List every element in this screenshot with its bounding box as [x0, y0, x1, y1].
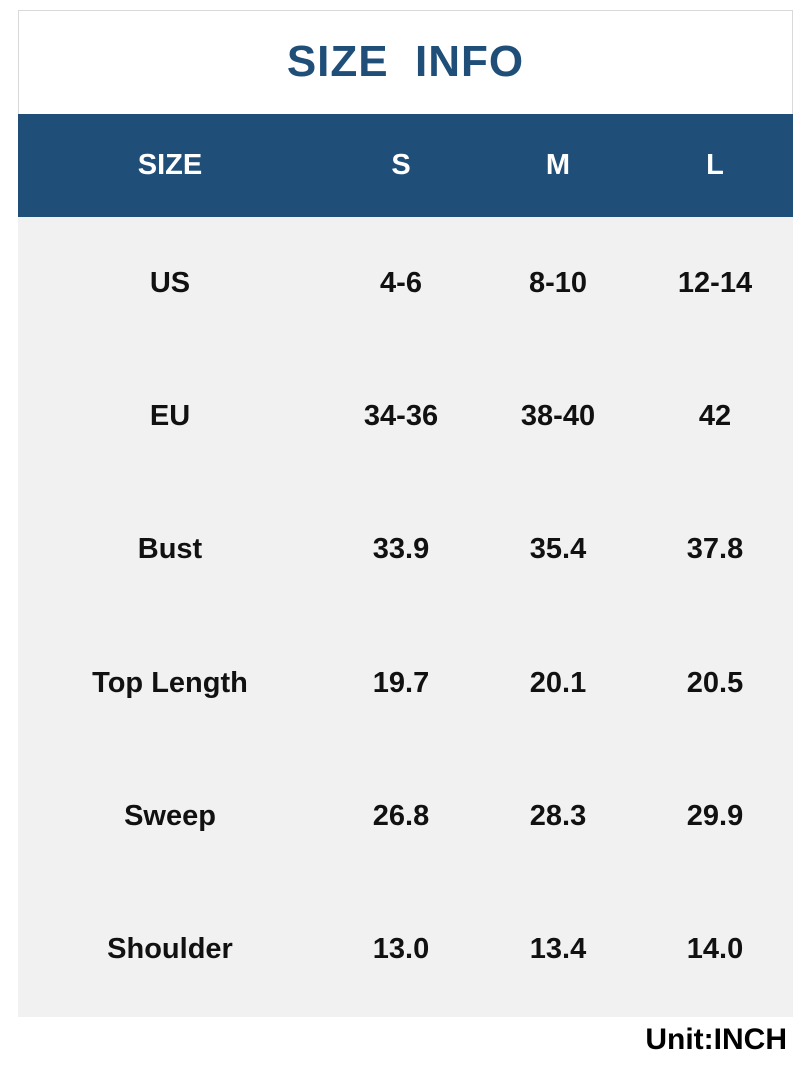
unit-label: Unit:INCH — [645, 1023, 787, 1056]
row-label: US — [149, 267, 191, 299]
cell-m: 20.1 — [529, 667, 587, 699]
cell-s: 26.8 — [372, 800, 430, 832]
row-label: Bust — [137, 533, 203, 565]
cell-s: 19.7 — [372, 667, 430, 699]
cell-m: 28.3 — [529, 800, 587, 832]
row-label: EU — [149, 400, 191, 432]
cell-m: 8-10 — [528, 267, 588, 299]
cell-m: 35.4 — [529, 533, 587, 565]
cell-s: 34-36 — [363, 400, 439, 432]
header-size-label: SIZE — [137, 149, 203, 181]
cell-s: 4-6 — [380, 267, 422, 299]
size-table-body — [18, 217, 793, 1017]
cell-m: 38-40 — [520, 400, 596, 432]
row-label: Top Length — [92, 667, 248, 699]
header-size-l: L — [706, 149, 724, 181]
cell-l: 12-14 — [677, 267, 753, 299]
table-row-eu: EU 34-36 38-40 42 — [18, 350, 793, 483]
size-chart-footer: Unit:INCH — [18, 1017, 793, 1068]
row-label: Shoulder — [107, 933, 233, 965]
table-row-us: US 4-6 8-10 12-14 — [18, 217, 793, 350]
size-chart-title: SIZE INFO — [286, 37, 525, 86]
cell-s: 13.0 — [372, 933, 430, 965]
table-row-sweep: Sweep 26.8 28.3 29.9 — [18, 750, 793, 883]
cell-l: 37.8 — [686, 533, 744, 565]
row-label: Sweep — [124, 800, 216, 832]
cell-l: 20.5 — [686, 667, 744, 699]
header-size-s: S — [391, 149, 411, 181]
cell-l: 29.9 — [686, 800, 744, 832]
size-header-row: SIZE S M L — [18, 114, 793, 217]
cell-l: 14.0 — [686, 933, 744, 965]
table-row-top-length: Top Length 19.7 20.1 20.5 — [18, 617, 793, 750]
cell-m: 13.4 — [529, 933, 587, 965]
table-row-shoulder: Shoulder 13.0 13.4 14.0 — [18, 883, 793, 1016]
cell-l: 42 — [698, 400, 732, 432]
table-row-bust: Bust 33.9 35.4 37.8 — [18, 483, 793, 616]
cell-s: 33.9 — [372, 533, 430, 565]
header-size-m: M — [545, 149, 571, 181]
